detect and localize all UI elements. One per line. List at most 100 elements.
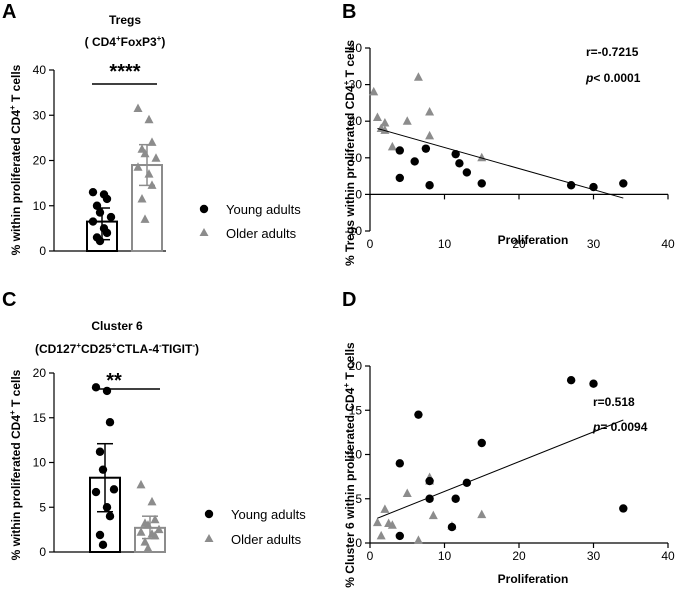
panel-d-point-young <box>414 410 423 419</box>
panel-b-point-older <box>387 141 397 151</box>
panel-c-point-young <box>98 465 108 474</box>
legend-older-marker <box>199 228 209 236</box>
panel-c-ytick-label-20: 20 <box>33 366 47 380</box>
panel-d-point-older <box>413 535 423 544</box>
panel-a-ylabel: % within proliferated CD4+ T cells <box>8 64 23 255</box>
panel-c-point-older <box>150 530 160 540</box>
panel-a-point-young <box>102 228 112 238</box>
panel-label-a: A <box>2 1 16 23</box>
panel-d-point-young <box>566 375 576 385</box>
panel-b-point-young <box>395 146 404 155</box>
panel-label-c: C <box>2 289 16 311</box>
panel-a-point-older <box>137 193 147 203</box>
panel-d-point-older <box>402 488 412 497</box>
panel-c-point-older <box>147 496 157 506</box>
panel-c-ytick-label-15: 15 <box>33 411 47 425</box>
panel-d-xtick-label-40: 40 <box>661 549 675 563</box>
panel-c-point-older <box>150 514 160 524</box>
panel-a-point-young <box>102 194 112 204</box>
panel-d-point-older <box>372 517 382 527</box>
panel-c-point-older <box>140 537 150 546</box>
panel-b-point-young <box>425 181 434 190</box>
panel-b-ytick-label-20: 20 <box>349 114 363 128</box>
panel-d-point-young <box>425 476 434 486</box>
panel-a-point-older <box>140 214 150 223</box>
panel-a-title-line1: Tregs <box>109 13 141 27</box>
legend-older-label-c: Older adults <box>231 532 302 547</box>
panel-d-point-young <box>589 379 598 388</box>
panel-b-point-young <box>410 157 419 166</box>
panel-b-point-young <box>455 159 464 168</box>
panel-b-point-young <box>619 179 628 188</box>
panel-b-point-young <box>421 144 431 153</box>
panel-c-ylabel: % within proliferated CD4+ T cells <box>8 369 23 560</box>
panel-c-point-young <box>98 540 108 550</box>
panel-a-legend: Young adults Older adults <box>199 202 301 241</box>
panel-c-point-young <box>105 512 115 521</box>
panel-b-p-value: p< 0.0001 <box>585 71 641 85</box>
panel-b-point-young <box>395 173 404 183</box>
panel-c-point-young <box>91 383 101 392</box>
panel-a-point-older <box>144 169 154 178</box>
panel-c-point-older <box>143 520 153 529</box>
legend-older-marker-c <box>204 534 214 542</box>
panel-b-point-older <box>369 86 379 96</box>
panel-c-point-young <box>102 386 112 396</box>
panel-b-point-older <box>413 72 423 81</box>
panel-c-title-line1: Cluster 6 <box>91 319 143 333</box>
panel-b-point-young <box>462 168 472 177</box>
panel-c-point-young <box>109 485 119 494</box>
panel-d-point-young <box>395 531 404 541</box>
panel-b-ytick-label-30: 30 <box>349 78 363 92</box>
panel-b-ytick-label-0: 0 <box>355 187 362 201</box>
panel-d-ytick-label-0: 0 <box>355 536 362 550</box>
panel-d-r-value: r=0.518 <box>593 395 635 409</box>
legend-older-label: Older adults <box>226 226 297 241</box>
panel-c-ytick-label-0: 0 <box>39 545 46 559</box>
panel-d-xlabel: Proliferation <box>498 572 569 586</box>
panel-d-ytick-label-15: 15 <box>349 403 363 417</box>
legend-young-marker <box>199 204 209 214</box>
panel-d-p-value: p= 0.0094 <box>592 420 648 434</box>
panel-b-point-young <box>451 149 460 159</box>
panel-d-ytick-label-10: 10 <box>349 448 363 462</box>
panel-d-point-older <box>428 510 438 520</box>
panel-c-point-older <box>154 524 164 534</box>
panel-a-point-young <box>88 187 98 197</box>
panel-a-point-older <box>151 153 161 162</box>
panel-b-point-older <box>425 130 435 140</box>
panel-a-title-line2: ( CD4+FoxP3+) <box>85 34 166 49</box>
panel-b-xtick-label-30: 30 <box>587 237 601 251</box>
panel-a-point-older <box>133 103 143 112</box>
panel-d-point-young <box>477 438 486 448</box>
panel-a-ytick-label-20: 20 <box>33 154 47 168</box>
panel-d-point-young <box>395 459 404 468</box>
panel-b-xtick-label-0: 0 <box>367 237 374 251</box>
panel-label-d: D <box>342 289 356 311</box>
legend-young-label: Young adults <box>226 202 301 217</box>
panel-c-point-young <box>91 487 101 497</box>
panel-b-ytick-label--10: -10 <box>345 224 363 238</box>
panel-a-point-older <box>133 162 143 171</box>
panel-c-ytick-label-5: 5 <box>39 500 46 514</box>
panel-a-point-young <box>106 212 116 222</box>
panel-c-point-older <box>136 479 146 489</box>
panel-a-point-young <box>88 217 98 226</box>
panel-d-point-young <box>451 494 460 503</box>
panel-d-ylabel: % Cluster 6 within proliferated CD4+ T c… <box>342 342 357 588</box>
panel-b-point-young <box>477 179 486 188</box>
legend-young-label-c: Young adults <box>231 507 306 522</box>
panel-a-significance: **** <box>109 61 140 83</box>
panel-c-point-young <box>105 418 115 427</box>
panel-d-point-older <box>477 509 487 519</box>
panel-d-regression-line <box>377 419 624 519</box>
panel-b-r-value: r=-0.7215 <box>586 45 639 59</box>
panel-b-point-older <box>380 118 390 127</box>
panel-a-point-young <box>95 208 105 217</box>
panel-b-ytick-label-10: 10 <box>349 151 363 165</box>
panel-d-ytick-label-5: 5 <box>355 492 362 506</box>
panel-c-point-young <box>102 503 112 512</box>
panel-d-point-older <box>380 504 390 513</box>
panel-c-point-older <box>143 543 153 552</box>
